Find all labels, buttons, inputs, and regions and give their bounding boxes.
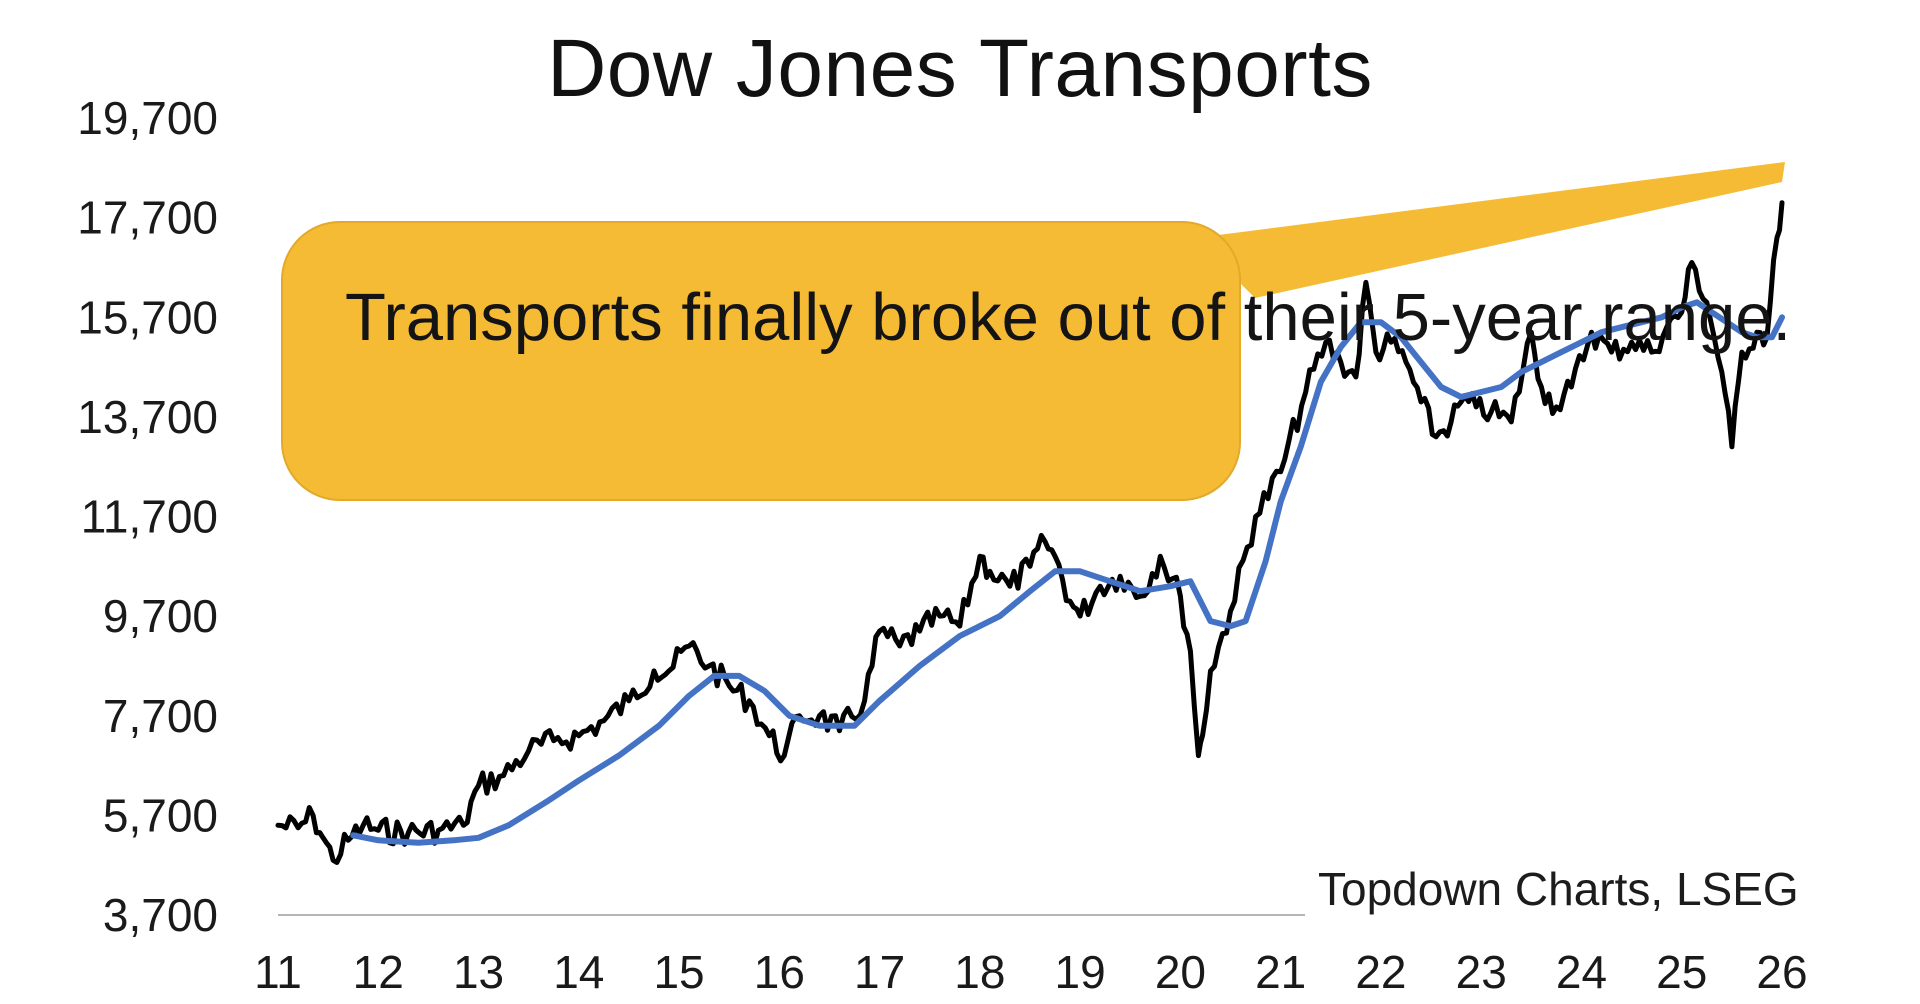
- x-tick-label: 25: [1656, 946, 1707, 998]
- y-tick-label: 5,700: [103, 789, 218, 841]
- source-note: Topdown Charts, LSEG: [1318, 863, 1799, 915]
- y-tick-label: 17,700: [77, 192, 218, 244]
- x-tick-label: 23: [1456, 946, 1507, 998]
- x-axis: 11 12 13 14 15 16 17 18 19 20 21 22 23 24 25 26: [254, 946, 1807, 998]
- x-tick-label: 19: [1055, 946, 1106, 998]
- callout-text: Transports finally broke out of their 5-…: [345, 280, 1792, 355]
- x-tick-label: 18: [954, 946, 1005, 998]
- y-tick-label: 11,700: [81, 491, 218, 543]
- x-tick-label: 12: [353, 946, 404, 998]
- series: [275, 200, 1785, 865]
- x-tick-label: 26: [1756, 946, 1807, 998]
- x-tick-label: 22: [1355, 946, 1406, 998]
- x-tick-label: 13: [453, 946, 504, 998]
- x-tick-label: 14: [553, 946, 604, 998]
- callout-pointer: [1195, 162, 1785, 298]
- index-line: [275, 200, 1785, 865]
- x-tick-label: 20: [1155, 946, 1206, 998]
- x-tick-label: 11: [254, 946, 302, 998]
- x-tick-label: 17: [854, 946, 905, 998]
- x-tick-label: 21: [1255, 946, 1306, 998]
- x-tick-label: 15: [653, 946, 704, 998]
- y-tick-label: 9,700: [103, 590, 218, 642]
- x-tick-label: 16: [754, 946, 805, 998]
- y-tick-label: 7,700: [103, 690, 218, 742]
- y-axis: 3,700 5,700 7,700 9,700 11,700 13,700 15,700 17…: [77, 92, 218, 941]
- y-tick-label: 19,700: [77, 92, 218, 144]
- trend-line: [350, 299, 1785, 846]
- callout: [281, 162, 1785, 501]
- x-tick-label: 24: [1556, 946, 1607, 998]
- y-tick-label: 13,700: [77, 391, 218, 443]
- callout-bubble: [281, 221, 1241, 501]
- chart-title: Dow Jones Transports: [547, 23, 1373, 114]
- y-tick-label: 15,700: [77, 291, 218, 343]
- y-tick-label: 3,700: [103, 889, 218, 941]
